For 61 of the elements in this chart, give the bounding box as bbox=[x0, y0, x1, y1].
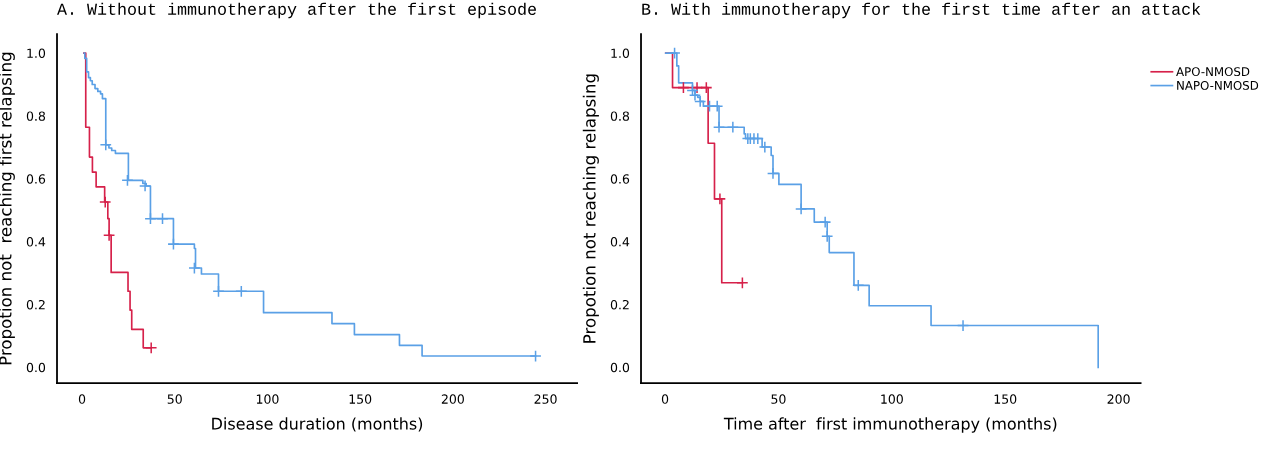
point bbox=[821, 230, 834, 243]
y-tick-label: 0.2 bbox=[26, 299, 45, 310]
x-tick-label: 0 bbox=[661, 394, 669, 404]
y-tick-label: 0.0 bbox=[610, 362, 630, 373]
y-tick-label: 0.4 bbox=[26, 237, 46, 247]
point bbox=[751, 132, 764, 145]
point bbox=[726, 121, 740, 134]
point bbox=[956, 319, 970, 332]
point bbox=[700, 81, 713, 94]
point bbox=[677, 81, 690, 94]
x-tick-label: 100 bbox=[881, 394, 903, 404]
point bbox=[711, 100, 724, 113]
y-tick-label: 0.8 bbox=[26, 111, 46, 121]
point bbox=[167, 237, 180, 251]
point bbox=[852, 279, 865, 292]
y-tick-label: 1.0 bbox=[27, 48, 46, 58]
y-tick-label: 1.0 bbox=[611, 48, 630, 58]
x-axis-title: Disease duration (months) bbox=[212, 417, 423, 432]
point bbox=[694, 95, 707, 108]
x-tick-label: 0 bbox=[78, 394, 86, 404]
y-tick-label: 0.6 bbox=[610, 174, 630, 184]
x-tick-label: 50 bbox=[167, 394, 182, 404]
y-axis-title: Propotion not reaching relapsing bbox=[582, 74, 599, 343]
point bbox=[102, 229, 116, 242]
point bbox=[529, 349, 542, 363]
x-tick-label: 50 bbox=[771, 394, 786, 404]
point bbox=[758, 140, 771, 154]
x-tick-label: 250 bbox=[534, 394, 557, 404]
point bbox=[99, 138, 112, 151]
point bbox=[688, 89, 702, 102]
point bbox=[188, 261, 201, 275]
point bbox=[736, 276, 749, 289]
point bbox=[690, 81, 704, 94]
point bbox=[712, 121, 726, 134]
point bbox=[235, 285, 248, 298]
legend-label: NAPO-NMOSD bbox=[1177, 80, 1259, 90]
chart-title: A. Without immunotherapy after the first episode bbox=[57, 2, 536, 19]
x-tick-label: 200 bbox=[441, 394, 464, 404]
point bbox=[144, 212, 157, 225]
y-tick-label: 0.2 bbox=[610, 299, 629, 310]
point bbox=[819, 215, 832, 229]
point bbox=[766, 167, 780, 180]
y-tick-label: 0.4 bbox=[610, 237, 630, 247]
point bbox=[99, 195, 112, 209]
y-tick-label: 0.6 bbox=[26, 174, 46, 184]
point bbox=[713, 192, 727, 206]
x-tick-label: 150 bbox=[994, 394, 1017, 404]
point bbox=[121, 174, 134, 187]
chart-title: B. With immunotherapy for the first time after an attack bbox=[642, 2, 1201, 19]
x-tick-label: 200 bbox=[1107, 394, 1130, 404]
y-tick-label: 0.0 bbox=[26, 362, 46, 373]
x-tick-label: 100 bbox=[256, 394, 279, 404]
point bbox=[156, 212, 169, 225]
x-axis-title: Time after first immunotherapy (months) bbox=[723, 417, 1057, 433]
point bbox=[138, 179, 152, 193]
x-tick-label: 150 bbox=[349, 394, 372, 404]
y-tick-label: 0.8 bbox=[610, 111, 630, 121]
legend-label: APO-NMOSD bbox=[1176, 67, 1250, 77]
point bbox=[794, 202, 808, 216]
point bbox=[145, 341, 158, 354]
point bbox=[212, 285, 225, 298]
